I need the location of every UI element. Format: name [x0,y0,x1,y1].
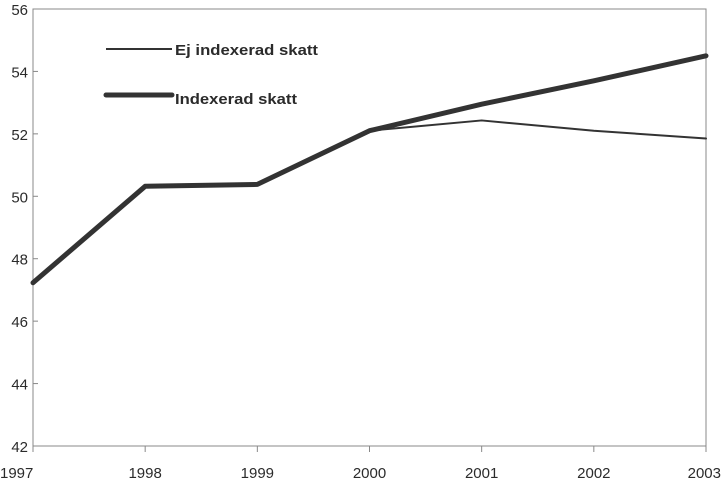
series-line-ej-indexerad [32,119,707,284]
x-tick-label: 2001 [465,465,498,482]
y-tick-label: 42 [11,439,28,456]
legend-label-indexerad: Indexerad skatt [175,91,297,108]
x-axis: 1997 1998 1999 2000 2001 2002 2003 [0,446,721,482]
x-tick-label: 2003 [688,465,721,482]
y-tick-label: 56 [11,2,28,19]
y-tick-label: 52 [11,127,28,144]
x-tick-label: 2002 [577,465,610,482]
y-tick-label: 46 [11,314,28,331]
series-line-indexerad [30,53,709,286]
legend: Ej indexerad skatt Indexerad skatt [103,42,318,108]
y-tick-label: 54 [11,64,28,81]
x-tick-label: 1997 [0,465,33,482]
y-tick-label: 44 [11,377,28,394]
plot-frame [32,8,707,447]
legend-label-ej-indexerad: Ej indexerad skatt [175,42,318,59]
x-tick-label: 2000 [353,465,386,482]
y-tick-label: 48 [11,252,28,269]
y-tick-label: 50 [11,189,28,206]
series-lines [30,53,709,286]
x-tick-label: 1999 [241,465,274,482]
y-axis: 42 44 46 48 50 52 54 56 [11,2,38,456]
x-tick-label: 1998 [128,465,161,482]
